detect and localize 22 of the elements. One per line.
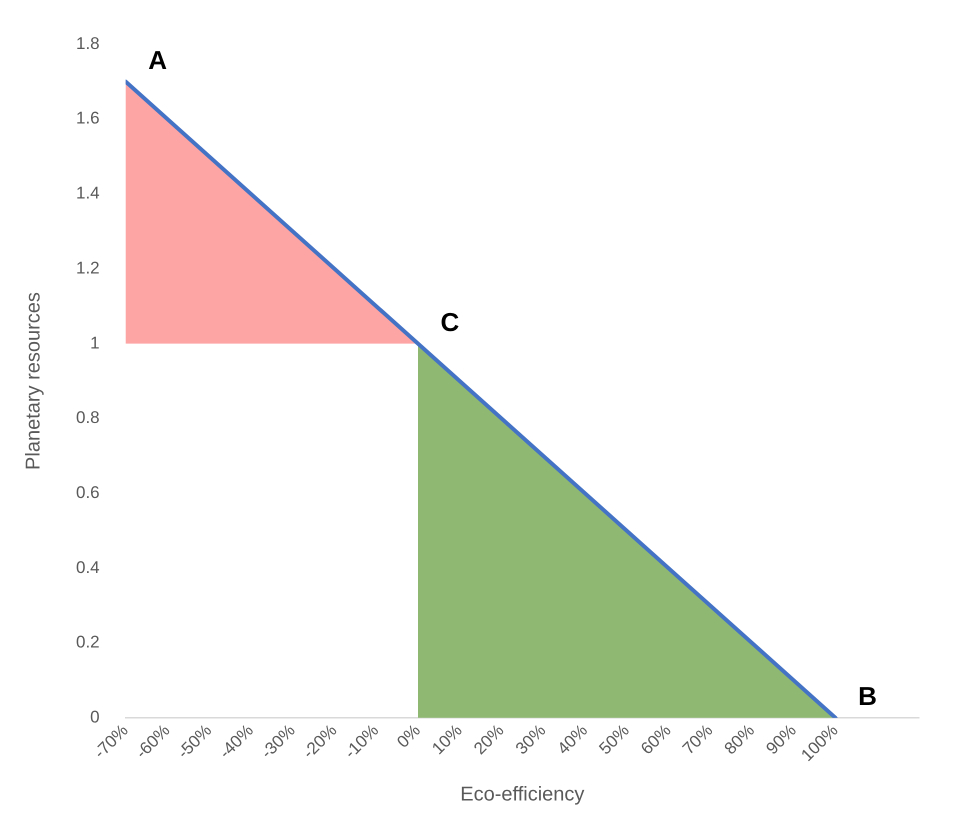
y-axis-title: Planetary resources — [22, 292, 45, 470]
y-tick-label: 1.6 — [76, 108, 100, 128]
y-tick-label: 1.4 — [76, 184, 100, 203]
y-tick-label: 1.8 — [76, 34, 100, 53]
x-axis-title: Eco-efficiency — [460, 784, 584, 806]
x-tick-label: 90% — [762, 720, 800, 758]
x-tick-label: 60% — [637, 720, 675, 758]
x-tick-label: 40% — [554, 720, 592, 758]
y-tick-label: 0.4 — [76, 558, 100, 577]
y-tick-label: 0.6 — [76, 482, 100, 502]
annotation: A — [148, 44, 168, 75]
x-tick-label: 0% — [393, 720, 424, 752]
x-tick-label: 70% — [678, 720, 716, 758]
annotation: C — [440, 306, 460, 337]
y-tick-label: 1.2 — [76, 258, 100, 278]
y-tick-label: 0.8 — [76, 408, 100, 428]
y-tick-label: 0.2 — [76, 632, 100, 652]
y-tick-label: 0 — [90, 708, 100, 727]
x-tick-label: 30% — [512, 720, 550, 758]
y-tick-label: 1 — [90, 333, 100, 352]
annotation: B — [858, 681, 877, 711]
x-tick-label: 50% — [595, 720, 633, 758]
